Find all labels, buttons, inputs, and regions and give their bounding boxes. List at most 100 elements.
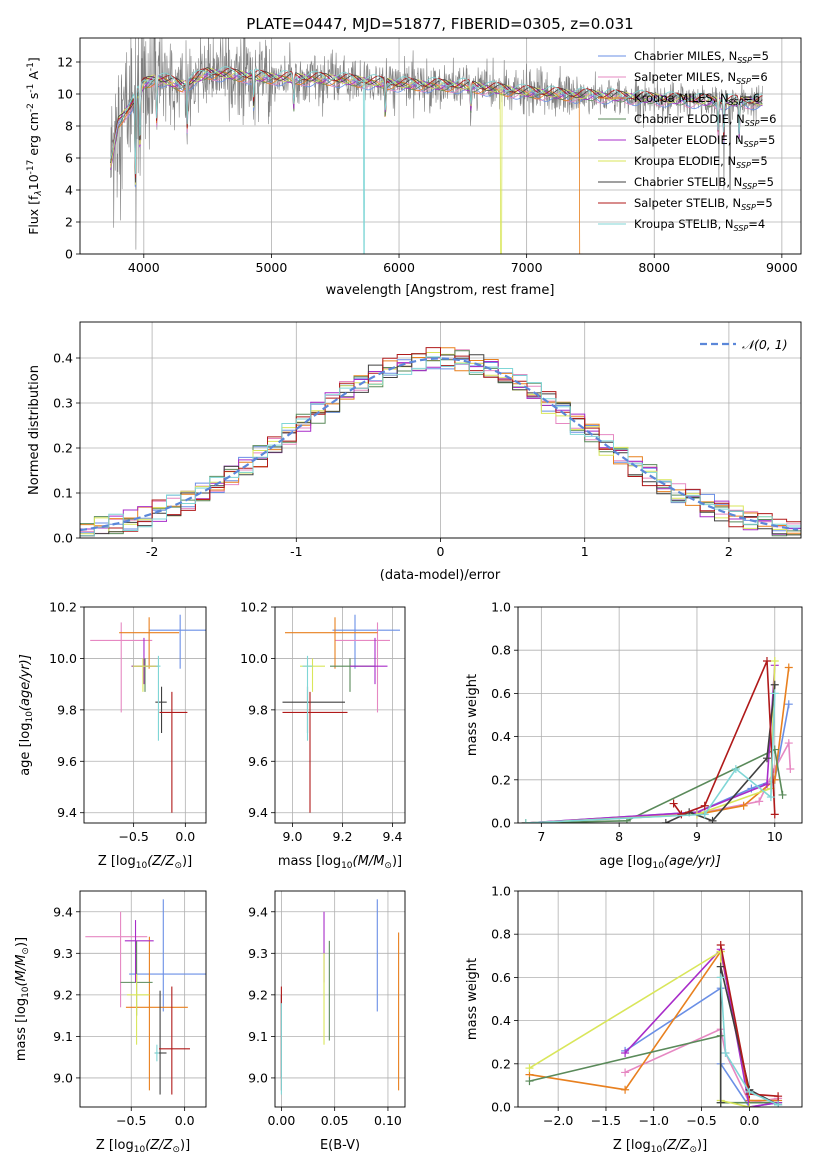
mass-weight-marker bbox=[716, 941, 725, 949]
axes-frame bbox=[79, 37, 802, 255]
x-tick-label: 8 bbox=[615, 829, 623, 844]
y-tick-label: 0.8 bbox=[491, 643, 511, 658]
mass-weight-marker bbox=[762, 754, 771, 763]
legend-label: Salpeter MILES, N bbox=[634, 70, 736, 84]
mass-weight-line-chabrier-elodie bbox=[525, 748, 784, 823]
y-axis-label-main: age [log bbox=[18, 723, 33, 776]
x-axis-label-sub: 10 bbox=[651, 1145, 663, 1155]
mass-weight-line-kroupa-elodie bbox=[529, 950, 750, 1107]
x-axis-label-main: Z [log bbox=[613, 1138, 651, 1153]
errorbar-salpeter-elodie bbox=[350, 637, 388, 685]
errorbar-salpeter-stelib bbox=[159, 691, 188, 813]
x-tick-label: 7 bbox=[537, 829, 545, 844]
y-tick-label: 9.6 bbox=[57, 754, 77, 769]
y-label-exp: -17 bbox=[26, 160, 36, 175]
y-tick-label: 10.2 bbox=[49, 600, 77, 615]
mass-weight-line-kroupa-miles bbox=[525, 667, 790, 823]
axes-frame bbox=[274, 606, 406, 824]
y-tick-label: 0.4 bbox=[491, 1013, 511, 1028]
legend-subscript: SSP bbox=[737, 56, 752, 65]
x-tick-label: 9 bbox=[693, 829, 701, 844]
legend-nssp: =4 bbox=[748, 217, 765, 231]
mass-weight-marker bbox=[731, 765, 740, 773]
x-axis-label: mass [log10(M/M⊙)] bbox=[278, 854, 402, 871]
axes-frame bbox=[79, 890, 207, 1108]
y-axis-label-main: mass [log bbox=[14, 998, 29, 1061]
x-axis-label-rest: (age/yr)] bbox=[664, 854, 721, 869]
y-tick-label: 0.6 bbox=[491, 686, 511, 701]
mass-weight-marker bbox=[762, 657, 771, 665]
legend-label: Chabrier STELIB, N bbox=[634, 175, 742, 189]
errorbar-salpeter-miles bbox=[335, 622, 390, 713]
y-tick-label: 9.8 bbox=[57, 702, 77, 717]
legend-nssp: =6 bbox=[760, 112, 777, 126]
y-tick-label: 0.2 bbox=[491, 1056, 511, 1071]
errorbar-salpeter-miles bbox=[90, 622, 153, 713]
y-axis-label: mass weight bbox=[465, 958, 480, 1040]
y-axis-label-sun: ⊙ bbox=[21, 947, 31, 955]
y-tick-label: 10 bbox=[57, 87, 73, 102]
mass-weight-marker bbox=[669, 799, 678, 808]
y-tick-label: 0.0 bbox=[491, 1100, 511, 1115]
y-tick-label: 0.2 bbox=[491, 772, 511, 787]
mass-weight-marker bbox=[786, 765, 795, 773]
y-tick-label: 9.1 bbox=[248, 1029, 268, 1044]
x-axis-label-main: E(B-V) bbox=[320, 1138, 360, 1153]
mass-weight-marker bbox=[621, 1068, 630, 1077]
y-label-part: erg cm bbox=[26, 112, 41, 160]
legend-subscript: SSP bbox=[742, 182, 757, 191]
errorbar-salpeter-elodie bbox=[124, 920, 154, 983]
x-tick-label: 0.05 bbox=[321, 1113, 349, 1128]
mass-weight-marker bbox=[774, 1092, 783, 1101]
x-axis-label-rest: (Z/Z bbox=[662, 1138, 690, 1153]
residual-histogram-kroupa-stelib bbox=[80, 356, 801, 537]
axes-frame bbox=[83, 606, 207, 824]
errorbar-kroupa-stelib bbox=[156, 655, 161, 741]
x-tick-label: 0.0 bbox=[175, 1113, 195, 1128]
x-axis-label-sub: 10 bbox=[136, 861, 148, 871]
legend-subscript: SSP bbox=[745, 119, 760, 128]
x-tick-label: 7000 bbox=[511, 260, 543, 275]
errorbar-kroupa-stelib bbox=[302, 655, 313, 741]
mass-weight-marker bbox=[778, 790, 787, 799]
plot-area bbox=[85, 899, 206, 1095]
y-tick-label: 0.6 bbox=[491, 970, 511, 985]
x-axis-label-main: Z [log bbox=[96, 1138, 134, 1153]
mass-weight-marker bbox=[661, 819, 670, 823]
x-axis-label-rest: (M/M bbox=[353, 854, 385, 869]
y-tick-label: 10.0 bbox=[240, 651, 268, 666]
spectrum-panel: 4000 5000 6000 7000 8000 9000 0 2 4 6 8 10 12 wavelen… bbox=[26, 37, 802, 298]
legend-entry-kroupa-miles: Kroupa MILES, NSSP=6 bbox=[634, 91, 760, 107]
plot-area bbox=[80, 347, 801, 537]
legend-entry-gaussian: 𝒩(0, 1) bbox=[742, 337, 788, 352]
age-vs-metallicity-panel: −0.5 0.09.49.69.810.010.2Z [log10(Z/Z⊙)]a… bbox=[18, 600, 207, 871]
x-axis-label-main: (data-model)/error bbox=[380, 568, 501, 583]
x-tick-label: 6000 bbox=[383, 260, 415, 275]
x-tick-label: 9.0 bbox=[283, 829, 303, 844]
grid bbox=[84, 606, 206, 823]
x-axis-label-rest: (Z/Z bbox=[147, 854, 175, 869]
x-tick-label: 0.0 bbox=[175, 829, 195, 844]
axes-frame bbox=[517, 890, 803, 1108]
y-label-part: 10 bbox=[26, 174, 41, 190]
y-tick-label: 6 bbox=[65, 151, 73, 166]
legend-nssp: =5 bbox=[758, 133, 775, 147]
legend-label: Salpeter STELIB, N bbox=[634, 196, 741, 210]
y-tick-label: 9.6 bbox=[248, 754, 268, 769]
y-label-part: Flux [f bbox=[26, 195, 41, 235]
y-tick-label: 0.0 bbox=[53, 531, 73, 546]
y-tick-label: 9.2 bbox=[248, 987, 268, 1002]
x-tick-label: 9000 bbox=[766, 260, 798, 275]
mass-weight-marker bbox=[784, 700, 793, 709]
errorbar-chabrier-stelib bbox=[154, 990, 167, 1095]
model-spectrum-salpeter-stelib bbox=[110, 67, 763, 178]
y-axis-label-sub: 10 bbox=[21, 986, 31, 998]
y-tick-label: 12 bbox=[57, 55, 73, 70]
legend-subscript: SSP bbox=[741, 203, 756, 212]
y-axis-label-sub: 10 bbox=[25, 711, 35, 723]
legend-entry-salpeter-elodie: Salpeter ELODIE, NSSP=5 bbox=[634, 133, 775, 149]
y-tick-label: 0.3 bbox=[53, 396, 73, 411]
